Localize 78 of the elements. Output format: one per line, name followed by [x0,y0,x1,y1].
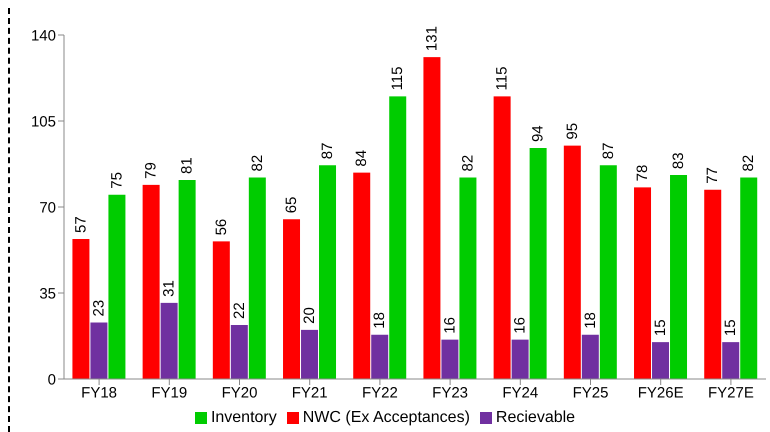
bar [283,219,300,379]
bar [90,322,108,379]
bar [230,324,248,379]
data-label: 31 [160,280,178,297]
data-label: 115 [389,66,406,90]
data-label: 16 [441,317,458,334]
bar [459,178,476,379]
bar [652,342,670,379]
x-tick-label: FY22 [362,384,398,402]
data-label: 23 [90,300,108,316]
bar [389,96,406,379]
data-label: 56 [212,218,230,236]
data-label: 20 [301,307,318,324]
x-tick-label: FY18 [81,384,118,402]
bar [178,180,196,379]
y-tick-label: 35 [39,285,56,302]
bar [160,302,178,379]
bar [441,340,458,379]
bar [564,146,581,379]
bar [512,340,529,379]
data-label: 87 [600,142,617,160]
data-label: 81 [178,157,196,174]
x-tick-label: FY25 [572,384,608,402]
bar [142,184,160,379]
x-tick-label: FY20 [222,384,258,402]
data-label: 95 [564,122,581,140]
bar [530,148,547,379]
bar [319,165,336,379]
x-tick-label: FY19 [151,384,188,402]
y-tick-label: 0 [48,371,56,388]
bar [704,190,722,379]
legend-label: NWC (Ex Acceptances) [302,409,470,426]
y-tick-label: 70 [39,199,56,216]
data-label: 94 [530,125,547,142]
data-label: 18 [371,312,388,329]
y-tick-label: 140 [30,27,56,44]
data-label: 22 [230,302,248,319]
bar [634,187,652,379]
y-tick-label: 105 [30,113,56,130]
data-label: 79 [142,162,160,179]
bar [248,178,266,379]
data-label: 15 [652,319,670,336]
x-tick-label: FY26E [638,384,684,402]
data-label: 84 [353,150,370,167]
x-tick-label: FY24 [502,384,538,402]
bar [423,57,440,379]
data-label: 65 [283,196,300,214]
bar [740,178,758,379]
data-label: 87 [319,142,336,160]
data-label: 83 [670,152,688,170]
bar [72,238,90,379]
bar [494,96,511,379]
data-label: 57 [72,216,90,233]
data-label: 82 [459,154,476,172]
data-label: 115 [494,66,511,90]
bar [670,175,688,379]
data-label: 16 [512,317,529,334]
legend-label: Inventory [210,409,277,426]
bar [353,172,370,379]
x-tick-label: FY21 [292,384,328,402]
bar [371,334,388,379]
data-label: 75 [108,172,126,189]
bar [301,330,318,379]
data-label: 15 [722,319,740,336]
x-tick-label: FY23 [432,384,468,402]
legend-label: Recievable [496,409,576,426]
data-label: 77 [704,167,722,184]
x-tick-label: FY27E [708,384,754,402]
bar [600,165,617,379]
bar [212,241,230,379]
data-label: 82 [248,154,266,172]
bar [722,342,740,379]
bar [108,194,126,379]
data-label: 18 [582,312,599,329]
bar [582,334,599,379]
data-label: 82 [740,154,758,172]
data-label: 78 [634,164,652,182]
data-label: 131 [423,26,440,52]
